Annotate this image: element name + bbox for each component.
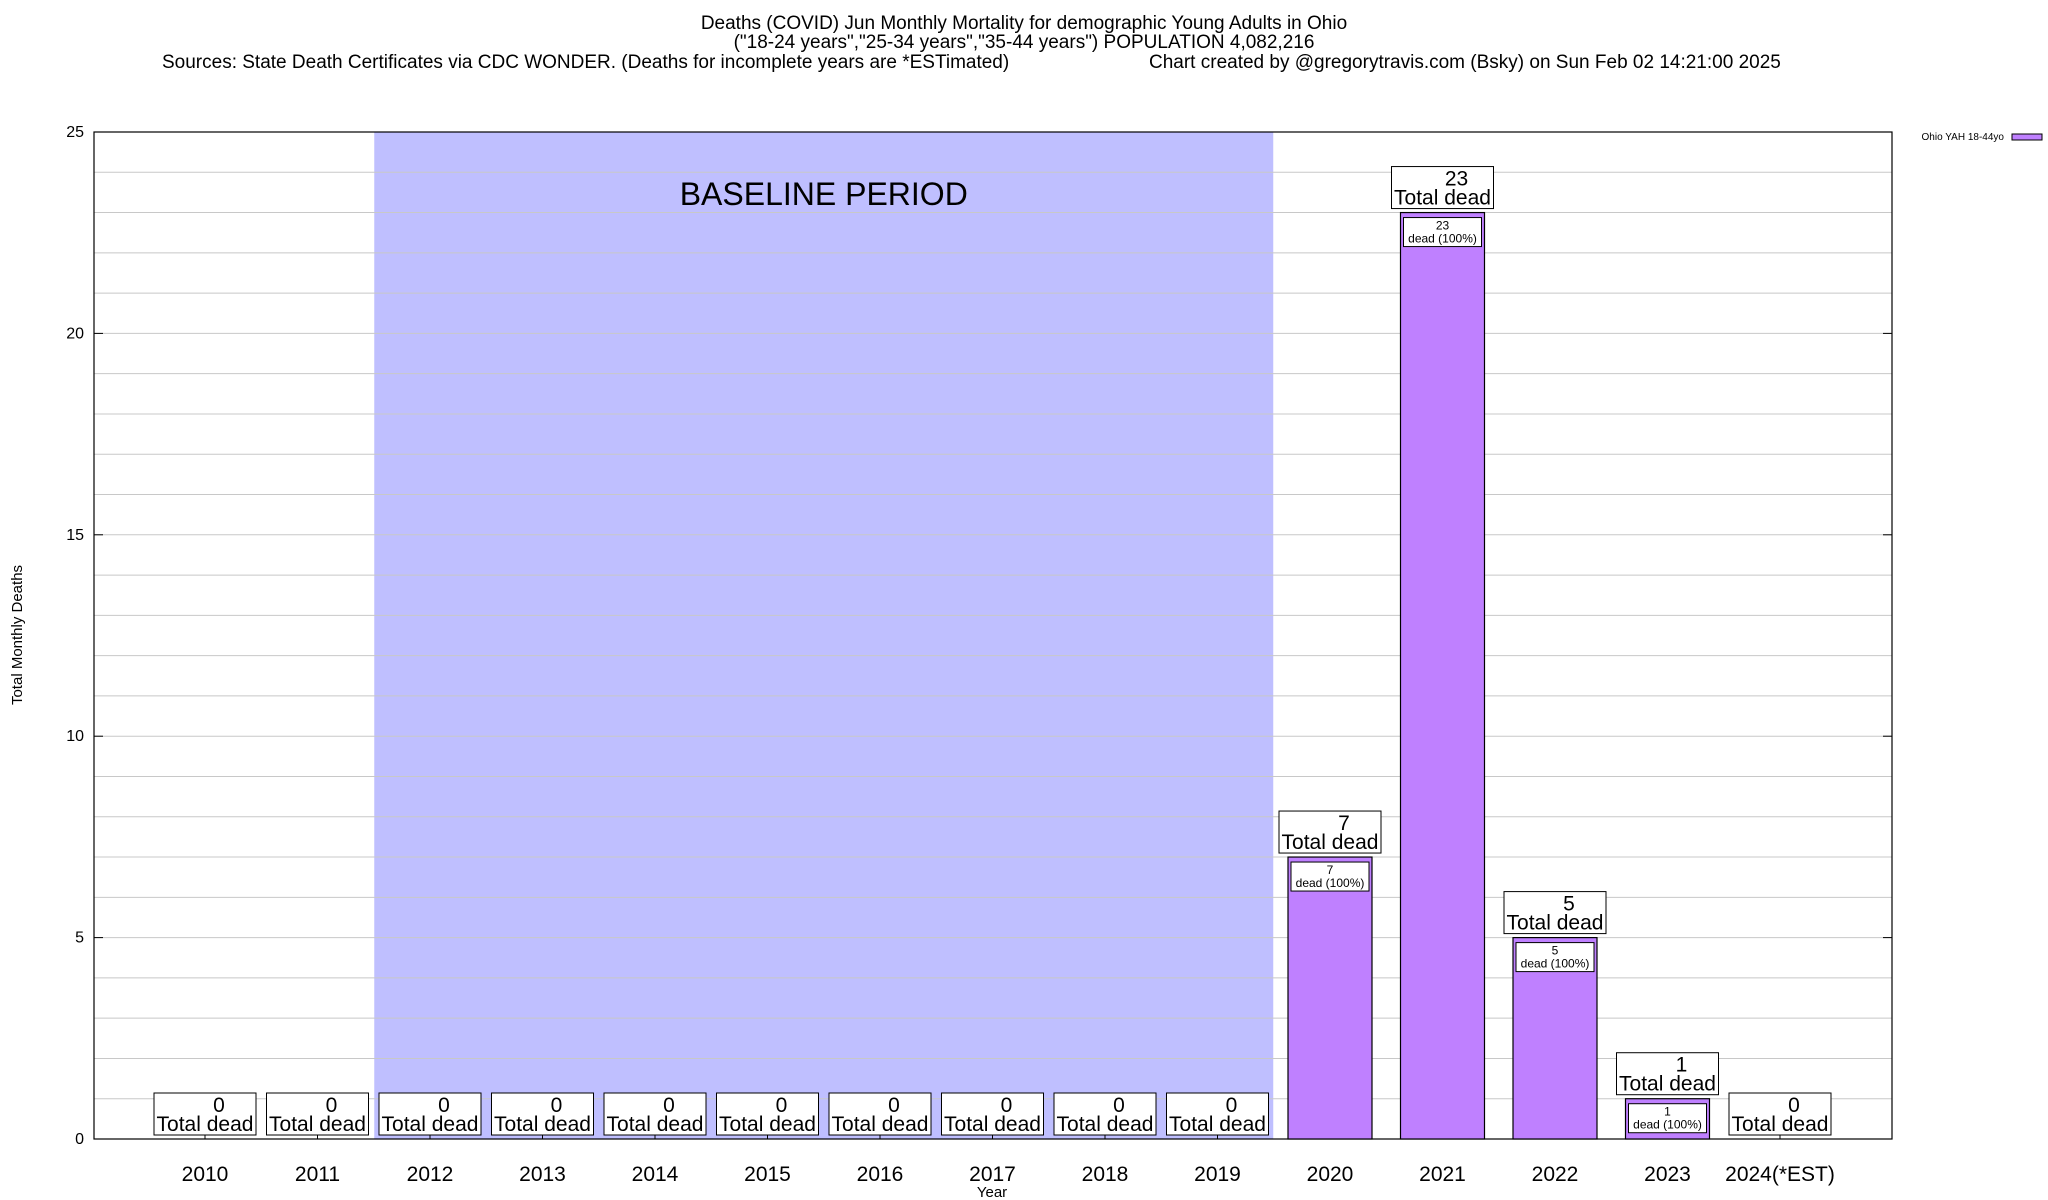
bar-total-label-value: 0: [438, 1094, 450, 1117]
bar-inner-label-box: [1290, 861, 1370, 892]
bar-total-label-text: Total dead: [1282, 831, 1379, 854]
x-tick-label: 2012: [407, 1163, 454, 1186]
y-tick-label: 25: [66, 124, 84, 141]
bar-total-label-text: Total dead: [832, 1113, 929, 1136]
bar-total-label-text: Total dead: [1732, 1113, 1829, 1136]
bar-inner-label-value: 5: [1552, 944, 1559, 958]
bar-inner-label-box: [1403, 217, 1482, 248]
bar-total-label-value: 1: [1676, 1054, 1688, 1077]
y-tick-label: 15: [66, 527, 84, 544]
bar-total-label-value: 7: [1338, 812, 1350, 835]
x-tick-label: 2015: [744, 1163, 791, 1186]
x-tick-label: 2016: [857, 1163, 904, 1186]
x-tick-label: 2013: [519, 1163, 566, 1186]
y-tick-label: 0: [75, 1131, 84, 1148]
bar-total-label-text: Total dead: [1057, 1113, 1154, 1136]
x-tick-label: 2021: [1419, 1163, 1466, 1186]
bar-total-label-box: [1391, 166, 1494, 210]
bar-total-label-box: [153, 1092, 257, 1136]
bar-total-label-value: 5: [1563, 893, 1575, 916]
chart-title-line-1: Deaths (COVID) Jun Monthly Mortality for…: [700, 13, 1348, 34]
x-tick-label: 2014: [632, 1163, 679, 1186]
bar-total-label-box: [266, 1092, 369, 1136]
bar-total-label-box: [1278, 810, 1382, 854]
bar-total-label-box: [378, 1092, 482, 1136]
x-axis-label: Year: [977, 1184, 1007, 1200]
bar-total-label-value: 0: [888, 1094, 900, 1117]
bar-total-label-box: [941, 1092, 1044, 1136]
y-axis-label: Total Monthly Deaths: [9, 565, 26, 705]
bar-total-label-text: Total dead: [1394, 187, 1491, 210]
baseline-period-label: BASELINE PERIOD: [680, 176, 968, 212]
bar-total-label-box: [491, 1092, 594, 1136]
bar-total-label-value: 0: [663, 1094, 675, 1117]
x-tick-label: 2018: [1082, 1163, 1129, 1186]
bar-inner-label-value: 7: [1327, 863, 1334, 877]
y-tick-label: 20: [66, 325, 84, 342]
bar-inner-label-text: dead (100%): [1408, 232, 1477, 246]
bar-total-label-value: 0: [1113, 1094, 1125, 1117]
bar-total-label-box: [828, 1092, 932, 1136]
legend-label: Ohio YAH 18-44yo: [1922, 132, 2005, 143]
bar-total-label-box: [1503, 891, 1607, 935]
bar: [1287, 856, 1373, 1140]
x-tick-label: 2011: [295, 1163, 340, 1186]
bar-total-label-text: Total dead: [157, 1113, 254, 1136]
bar-total-label-value: 0: [326, 1094, 338, 1117]
bar-total-label-text: Total dead: [382, 1113, 479, 1136]
y-tick-label: 5: [75, 930, 84, 947]
y-tick-label: 10: [66, 728, 84, 745]
bar-total-label-value: 23: [1445, 168, 1468, 191]
chart-title-line-2: ("18-24 years","25-34 years","35-44 year…: [733, 32, 1315, 53]
bar-total-label-text: Total dead: [494, 1113, 591, 1136]
bar-inner-label-box: [1628, 1103, 1707, 1134]
bar-inner-label-value: 23: [1436, 219, 1450, 233]
bar-total-label-text: Total dead: [1619, 1073, 1716, 1096]
bar-total-label-text: Total dead: [1169, 1113, 1266, 1136]
bar: [1399, 211, 1486, 1140]
bar-total-label-value: 0: [1788, 1094, 1800, 1117]
bar-total-label-value: 0: [776, 1094, 788, 1117]
bar-total-label-value: 0: [551, 1094, 563, 1117]
bar-total-label-box: [1166, 1092, 1269, 1136]
x-tick-label: 2017: [969, 1163, 1016, 1186]
bar-total-label-value: 0: [1226, 1094, 1238, 1117]
bar-total-label-box: [1053, 1092, 1157, 1136]
bar-inner-label-value: 1: [1664, 1105, 1671, 1119]
bar-inner-label-text: dead (100%): [1296, 876, 1365, 890]
chart-sources: Sources: State Death Certificates via CD…: [162, 52, 1010, 73]
bar-inner-label-text: dead (100%): [1633, 1118, 1702, 1132]
x-tick-label: 2022: [1532, 1163, 1579, 1186]
bar-inner-label-text: dead (100%): [1521, 957, 1590, 971]
x-tick-label: 2019: [1194, 1163, 1241, 1186]
bar-inner-label-box: [1515, 942, 1595, 973]
x-tick-label: 2023: [1644, 1163, 1691, 1186]
bar-total-label-box: [1728, 1092, 1832, 1136]
chart-credit: Chart created by @gregorytravis.com (Bsk…: [1149, 52, 1781, 73]
baseline-period-band: [374, 132, 1274, 1139]
bar-total-label-text: Total dead: [607, 1113, 704, 1136]
bar-total-label-box: [1616, 1052, 1719, 1096]
bar-total-label-box: [716, 1092, 819, 1136]
bar-total-label-text: Total dead: [719, 1113, 816, 1136]
x-tick-label: 2020: [1307, 1163, 1354, 1186]
x-tick-label: 2024(*EST): [1725, 1163, 1835, 1186]
bar-total-label-value: 0: [213, 1094, 225, 1117]
bar-total-label-text: Total dead: [1507, 912, 1604, 935]
bar-total-label-text: Total dead: [944, 1113, 1041, 1136]
bar-total-label-text: Total dead: [269, 1113, 366, 1136]
x-tick-label: 2010: [182, 1163, 229, 1186]
bar-total-label-value: 0: [1001, 1094, 1013, 1117]
legend-swatch: [2011, 133, 2043, 141]
bar-total-label-box: [603, 1092, 707, 1136]
